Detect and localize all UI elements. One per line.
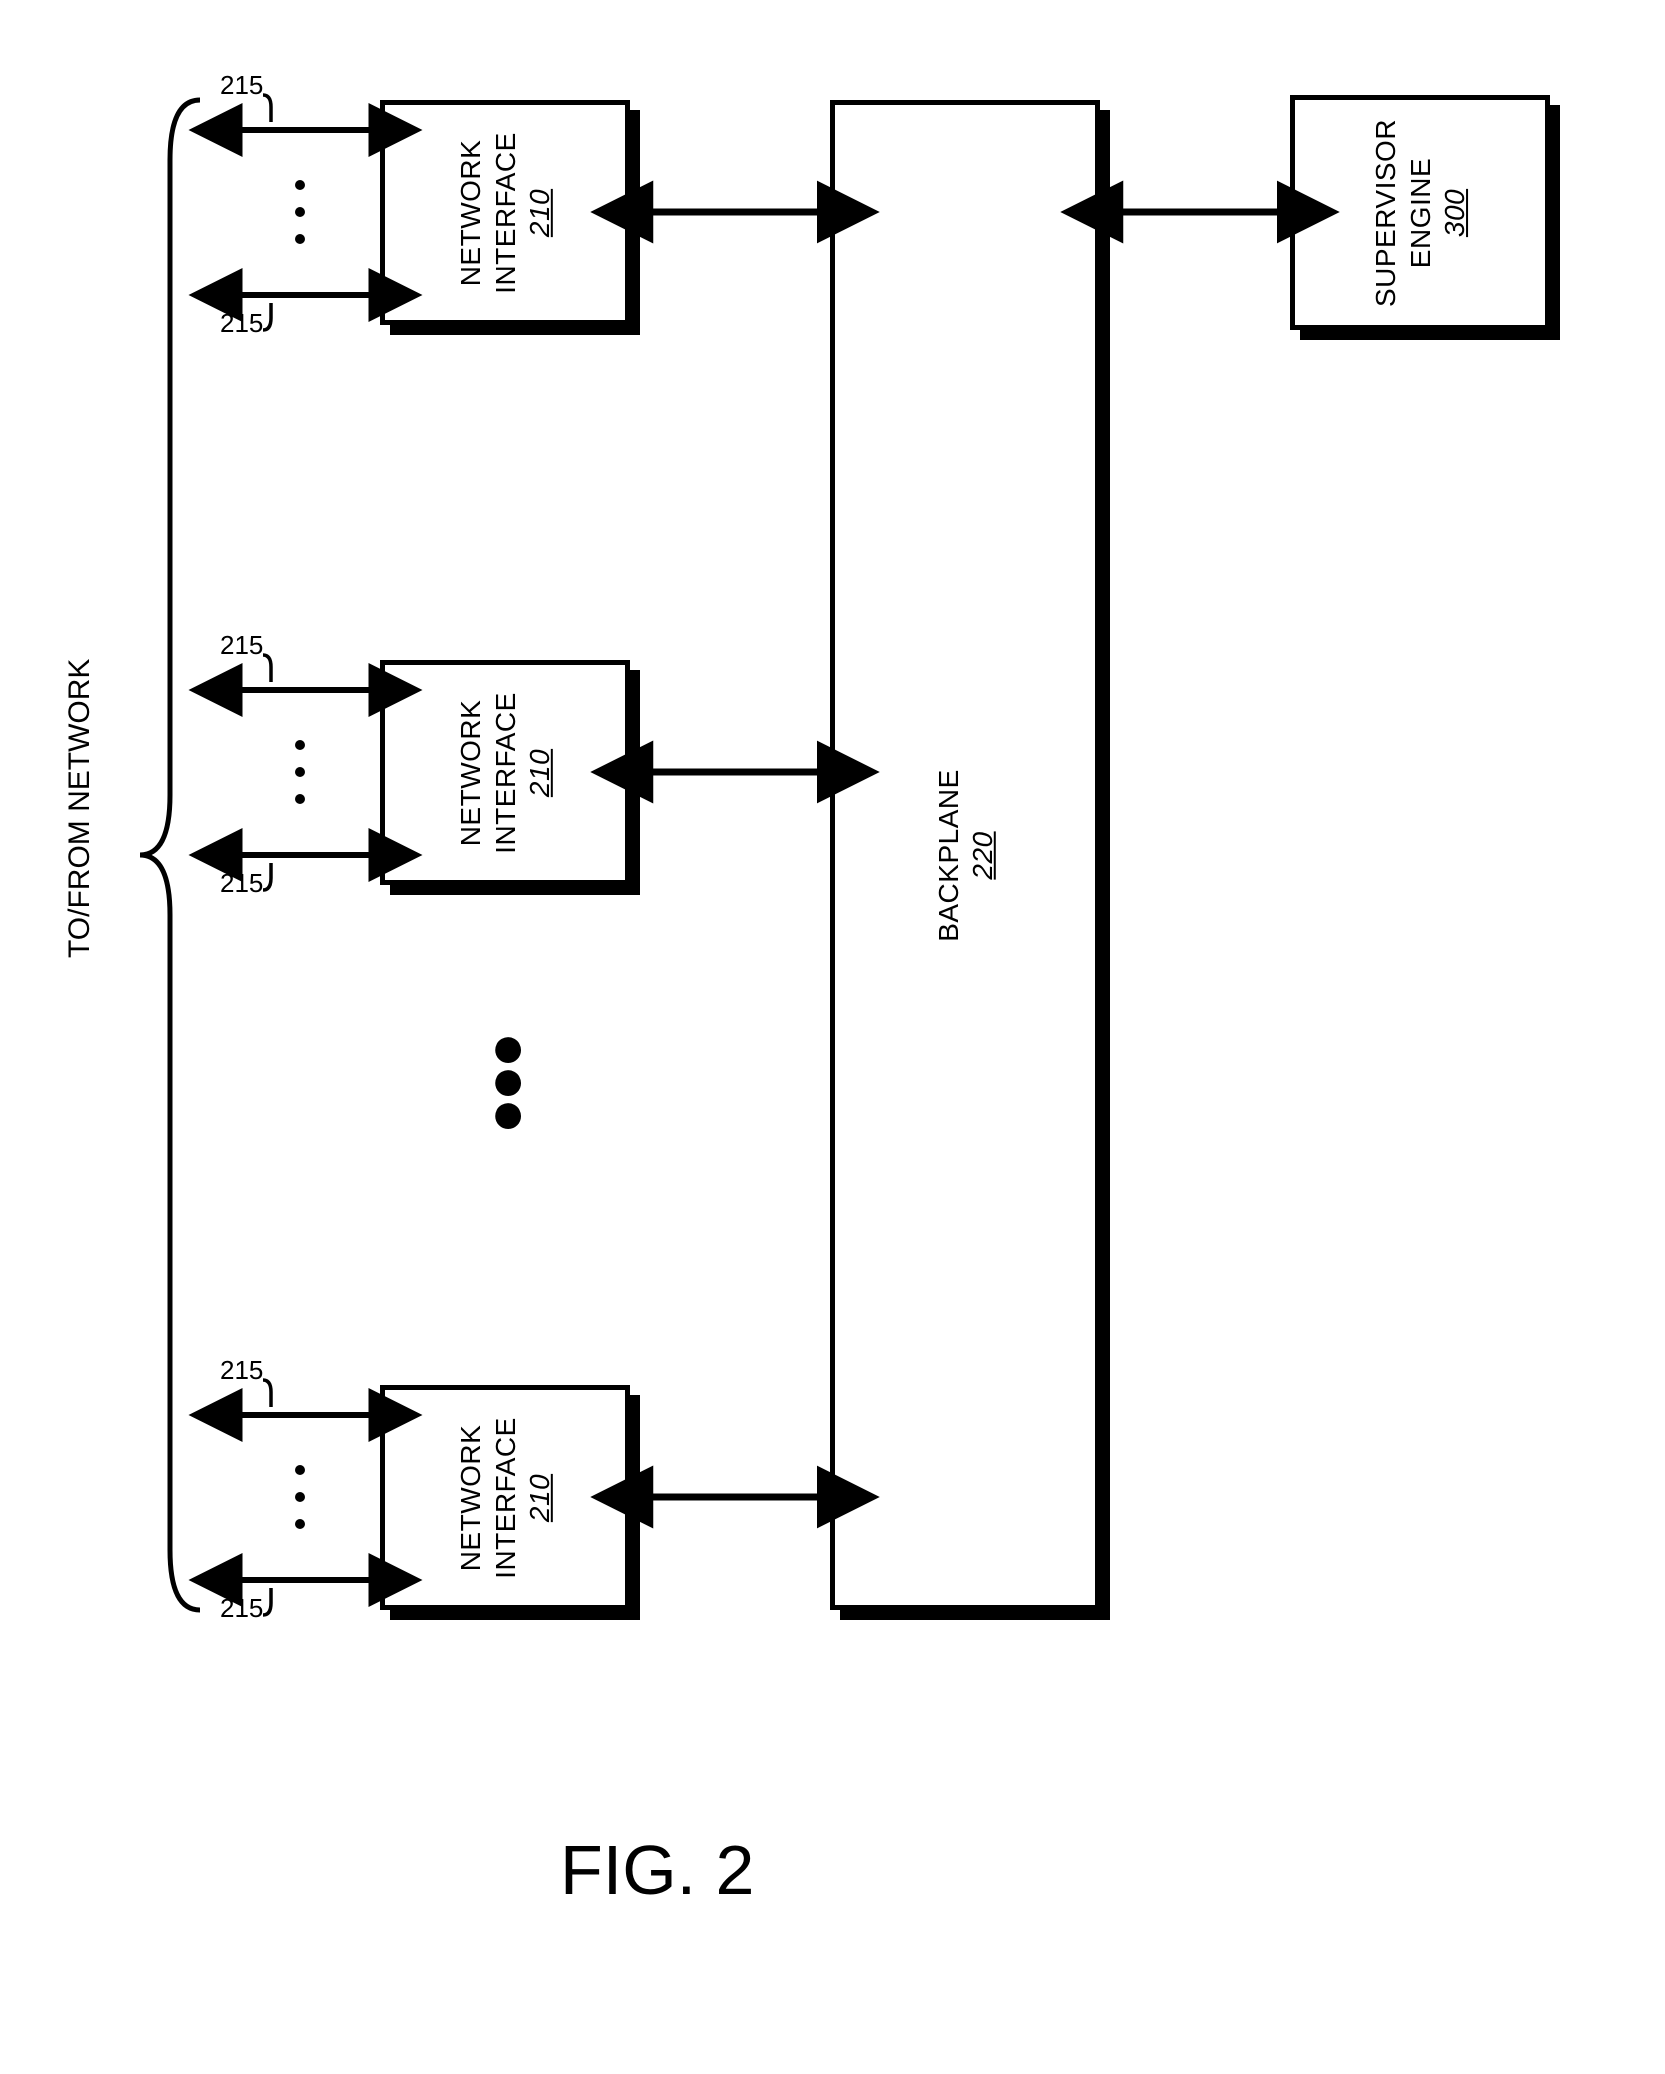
ni1-num: 210 bbox=[524, 188, 555, 236]
port-label-2a: 215 bbox=[220, 630, 263, 661]
network-interface-box-3: NETWORK INTERFACE 210 bbox=[380, 1385, 630, 1610]
supervisor-num: 300 bbox=[1439, 188, 1470, 236]
diagram-canvas: NETWORK INTERFACE 210 NETWORK INTERFACE … bbox=[0, 0, 1665, 2074]
ni3-num: 210 bbox=[524, 1473, 555, 1521]
ni1-title: NETWORK INTERFACE bbox=[455, 132, 521, 294]
network-interface-box-2: NETWORK INTERFACE 210 bbox=[380, 660, 630, 885]
ni2-title: NETWORK INTERFACE bbox=[455, 692, 521, 854]
backplane-box: BACKPLANE 220 bbox=[830, 100, 1100, 1610]
port-label-3b: 215 bbox=[220, 1593, 263, 1624]
ni3-title: NETWORK INTERFACE bbox=[455, 1417, 521, 1579]
to-from-network-label: TO/FROM NETWORK bbox=[62, 758, 98, 958]
supervisor-title: SUPERVISOR ENGINE bbox=[1370, 118, 1436, 306]
figure-label: FIG. 2 bbox=[560, 1830, 754, 1910]
supervisor-box: SUPERVISOR ENGINE 300 bbox=[1290, 95, 1550, 330]
ni2-num: 210 bbox=[524, 748, 555, 796]
ellipsis-between-interfaces: ●●● bbox=[490, 1030, 526, 1129]
port-label-1a: 215 bbox=[220, 70, 263, 101]
backplane-title: BACKPLANE bbox=[932, 769, 963, 942]
port-label-1b: 215 bbox=[220, 308, 263, 339]
backplane-num: 220 bbox=[966, 831, 997, 879]
network-interface-box-1: NETWORK INTERFACE 210 bbox=[380, 100, 630, 325]
port-label-3a: 215 bbox=[220, 1355, 263, 1386]
port-label-2b: 215 bbox=[220, 868, 263, 899]
